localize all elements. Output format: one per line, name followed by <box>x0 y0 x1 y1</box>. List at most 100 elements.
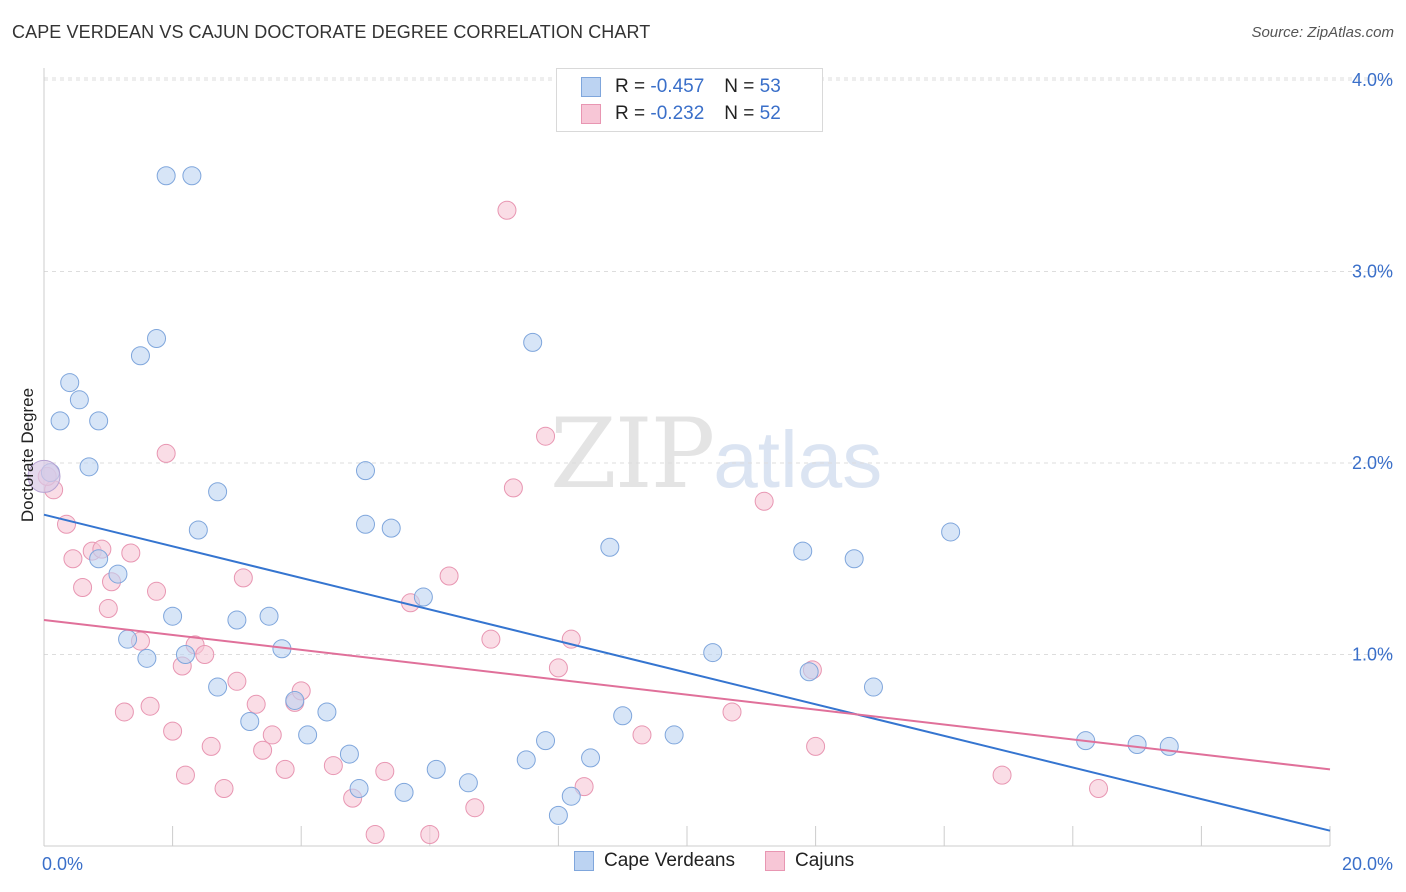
legend-swatch-blue <box>581 77 601 97</box>
cape-verdean-point <box>130 346 150 366</box>
cape-verdean-trend-line <box>43 513 1331 832</box>
cajun-point <box>246 694 266 714</box>
cape-verdean-point <box>426 759 446 779</box>
cajun-point <box>420 825 440 845</box>
cajun-point <box>375 761 395 781</box>
cajun-point <box>323 756 343 776</box>
cajun-point <box>163 721 183 741</box>
cape-verdean-point <box>79 457 99 477</box>
legend-n-value: 52 <box>759 103 781 124</box>
cape-verdean-point <box>548 805 568 825</box>
y-tick-label: 3.0% <box>1352 262 1393 282</box>
cape-verdean-point <box>394 782 414 802</box>
y-axis-label: Doctorate Degree <box>18 388 37 522</box>
cape-verdean-point <box>561 786 581 806</box>
cluster-point <box>27 459 61 493</box>
cajun-point <box>121 543 141 563</box>
cajun-point <box>754 491 774 511</box>
cajun-point <box>497 200 517 220</box>
cape-verdean-point <box>175 645 195 664</box>
cape-verdean-point <box>516 750 536 770</box>
cape-verdean-point <box>356 461 375 481</box>
cajun-point <box>548 658 568 678</box>
axes <box>43 68 1331 847</box>
cape-verdean-point <box>89 549 109 569</box>
cape-verdean-point <box>208 677 228 697</box>
cape-verdean-point <box>941 522 961 542</box>
legend-n-value: 53 <box>759 76 781 97</box>
legend-r-value: -0.232 <box>650 103 705 124</box>
cape-verdean-point <box>50 411 70 431</box>
watermark: ZIPatlas <box>550 398 882 510</box>
cajun-point <box>574 777 594 797</box>
cajun-point <box>233 568 253 588</box>
cajun-point <box>201 736 221 756</box>
y-tick-label: 4.0% <box>1352 70 1393 90</box>
legend-label-cape-verdeans: Cape Verdeans <box>604 850 735 871</box>
cajun-point <box>147 581 167 601</box>
cape-verdean-point <box>118 629 138 649</box>
cajun-point <box>140 696 160 716</box>
cape-verdean-point <box>259 606 279 626</box>
legend-label-cajuns: Cajuns <box>795 850 855 871</box>
cajun-point <box>227 671 247 691</box>
cape-verdean-point <box>523 332 543 352</box>
cape-verdean-point <box>227 610 247 630</box>
cape-verdean-point <box>182 166 202 186</box>
cape-verdean-point <box>613 706 633 726</box>
cajun-point <box>156 443 176 463</box>
cape-verdean-point <box>147 329 167 349</box>
cajun-point <box>275 759 295 779</box>
watermark-zip: ZIP <box>550 398 715 510</box>
cajun-point <box>1089 779 1109 799</box>
cajun-point <box>992 765 1012 785</box>
cajun-point <box>114 702 134 722</box>
cape-verdean-point <box>1127 735 1147 755</box>
legend-row-cajun: R = -0.232 N = 52 <box>581 102 781 126</box>
legend-item-cape-verdeans: Cape Verdeans <box>574 850 735 872</box>
cape-verdean-point <box>137 648 157 668</box>
legend-swatch-blue <box>574 851 594 871</box>
cape-verdean-point <box>458 773 478 793</box>
cajun-point <box>365 825 385 845</box>
cape-verdean-point <box>69 390 89 410</box>
cajun-point <box>722 702 742 722</box>
cajun-point <box>806 736 826 756</box>
trend-lines <box>43 513 1331 832</box>
cape-verdean-point <box>156 166 176 186</box>
cajun-point <box>195 645 215 664</box>
cape-verdean-points <box>27 166 1179 825</box>
x-tick-label: 20.0% <box>1342 854 1393 874</box>
watermark-atlas: atlas <box>713 415 883 504</box>
cape-verdean-point <box>317 702 337 722</box>
cajun-points <box>37 200 1109 845</box>
cape-verdean-point <box>844 549 864 569</box>
cape-verdean-point <box>863 677 883 697</box>
cape-verdean-point <box>240 712 260 732</box>
cape-verdean-point <box>581 748 601 768</box>
y-tick-label: 1.0% <box>1352 645 1393 665</box>
cape-verdean-point <box>703 643 723 663</box>
legend-r-label: R = <box>615 76 646 97</box>
cajun-point <box>536 426 556 446</box>
cajun-point <box>175 765 195 785</box>
cape-verdean-point <box>356 514 375 534</box>
cape-verdean-point <box>89 411 109 431</box>
cape-verdean-point <box>664 725 684 745</box>
cajun-trend-line <box>43 619 1331 771</box>
cape-verdean-point <box>799 662 819 682</box>
cape-verdean-point <box>163 606 183 626</box>
legend-item-cajuns: Cajuns <box>765 850 854 872</box>
cape-verdean-point <box>413 587 433 607</box>
tick-labels: 1.0% 2.0% 3.0% 4.0% 0.0% 20.0% <box>42 70 1393 874</box>
stats-legend: R = -0.457 N = 53 R = -0.232 N = 52 <box>556 68 823 132</box>
chart-title: CAPE VERDEAN VS CAJUN DOCTORATE DEGREE C… <box>12 22 651 42</box>
cajun-point <box>253 740 273 760</box>
cape-verdean-point <box>793 541 813 561</box>
cape-verdean-point <box>60 373 80 393</box>
series-legend: Cape Verdeans Cajuns <box>574 850 884 872</box>
cape-verdean-point <box>381 518 401 538</box>
cape-verdean-point <box>188 520 208 540</box>
cape-verdean-point <box>600 537 620 557</box>
cajun-point <box>439 566 459 586</box>
